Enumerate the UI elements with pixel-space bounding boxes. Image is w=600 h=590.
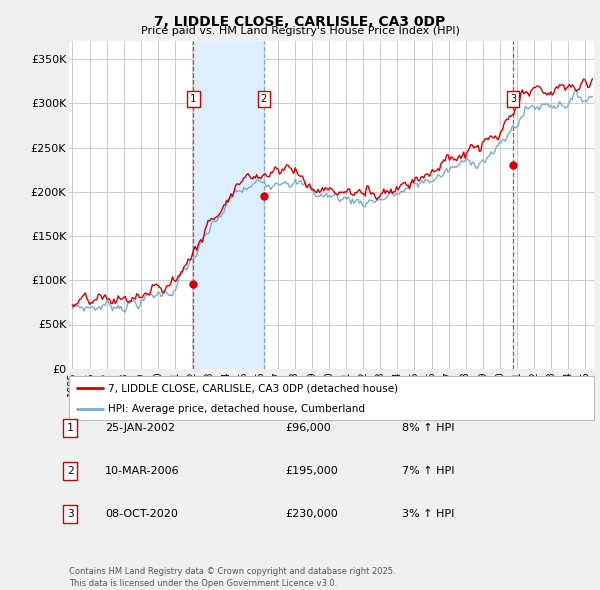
Text: Contains HM Land Registry data © Crown copyright and database right 2025.
This d: Contains HM Land Registry data © Crown c…	[69, 568, 395, 588]
Text: Price paid vs. HM Land Registry's House Price Index (HPI): Price paid vs. HM Land Registry's House …	[140, 26, 460, 36]
Text: 3: 3	[510, 94, 516, 104]
Text: 8% ↑ HPI: 8% ↑ HPI	[402, 423, 455, 432]
Text: 3: 3	[67, 509, 74, 519]
Text: 2: 2	[67, 466, 74, 476]
Text: 08-OCT-2020: 08-OCT-2020	[105, 509, 178, 519]
Text: 1: 1	[67, 423, 74, 432]
Text: 7, LIDDLE CLOSE, CARLISLE, CA3 0DP (detached house): 7, LIDDLE CLOSE, CARLISLE, CA3 0DP (deta…	[109, 384, 398, 393]
Text: 25-JAN-2002: 25-JAN-2002	[105, 423, 175, 432]
Text: 3% ↑ HPI: 3% ↑ HPI	[402, 509, 454, 519]
Text: 10-MAR-2006: 10-MAR-2006	[105, 466, 179, 476]
Bar	[193, 41, 264, 369]
Text: £230,000: £230,000	[285, 509, 338, 519]
Text: 2: 2	[260, 94, 267, 104]
Text: 7% ↑ HPI: 7% ↑ HPI	[402, 466, 455, 476]
Text: £195,000: £195,000	[285, 466, 338, 476]
Text: 1: 1	[190, 94, 196, 104]
Text: HPI: Average price, detached house, Cumberland: HPI: Average price, detached house, Cumb…	[109, 404, 365, 414]
Text: £96,000: £96,000	[285, 423, 331, 432]
Text: 7, LIDDLE CLOSE, CARLISLE, CA3 0DP: 7, LIDDLE CLOSE, CARLISLE, CA3 0DP	[154, 15, 446, 29]
